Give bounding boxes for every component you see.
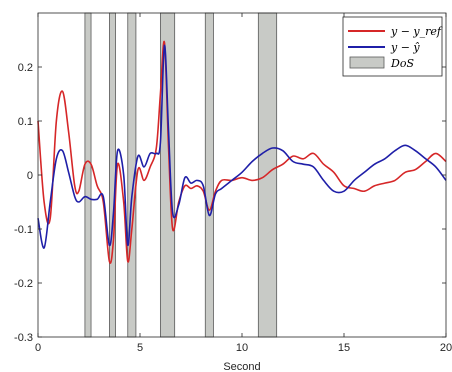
legend-label-dos: DoS xyxy=(390,57,414,70)
y-tick-label: -0.1 xyxy=(14,224,33,236)
dos-interval-5 xyxy=(204,12,214,338)
series-layer xyxy=(37,40,447,264)
x-tick-label: 5 xyxy=(137,342,143,354)
x-axis-label: Second xyxy=(223,361,260,372)
x-tick-label: 0 xyxy=(35,342,41,354)
y-tick-label: 0.2 xyxy=(18,62,33,74)
series-line-1 xyxy=(37,40,447,264)
y-tick-label: 0.1 xyxy=(18,116,33,128)
dos-interval-1 xyxy=(84,12,92,338)
y-tick-label: -0.3 xyxy=(14,332,33,344)
dos-interval-2 xyxy=(109,12,116,338)
x-tick-label: 20 xyxy=(440,342,452,354)
series-line-2 xyxy=(37,44,447,249)
x-tick-label: 10 xyxy=(236,342,248,354)
tick-layer: 0 5 10 15 20 -0.3 -0.2 -0.1 0 0.1 0.2 xyxy=(14,13,452,354)
legend-label-series-1: y − y_ref xyxy=(390,25,443,38)
legend-label-series-2: y − ŷ xyxy=(390,41,420,54)
dos-interval-6 xyxy=(257,12,278,338)
y-tick-label: 0 xyxy=(27,170,33,182)
legend-swatch-dos xyxy=(349,56,385,69)
x-tick-label: 15 xyxy=(338,342,350,354)
y-tick-label: -0.2 xyxy=(14,278,33,290)
legend: y − y_ref y − ŷ DoS xyxy=(342,16,443,77)
